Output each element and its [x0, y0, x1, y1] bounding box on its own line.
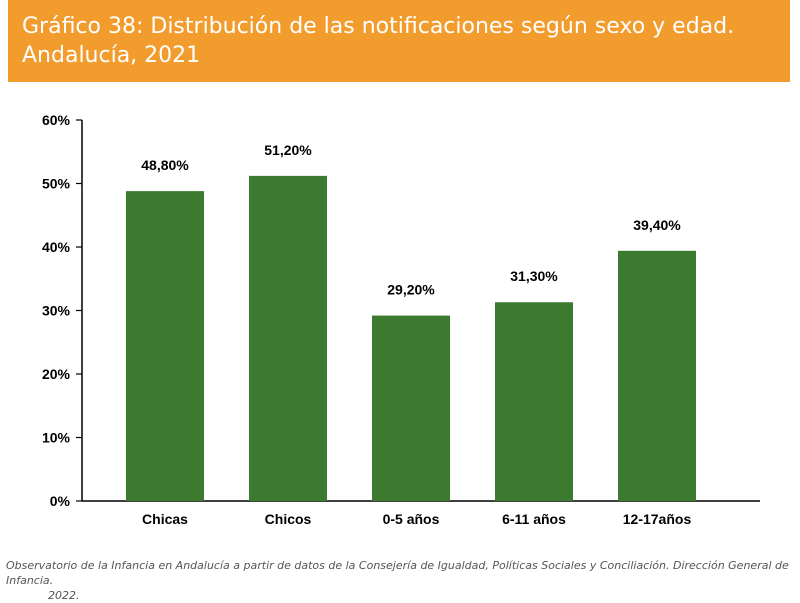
y-tick-label: 10% [42, 430, 71, 446]
x-tick-label: 12-17años [623, 511, 692, 527]
source-line-2: 2022. [48, 589, 80, 602]
x-tick-label: Chicas [142, 511, 188, 527]
source-note: Observatorio de la Infancia en Andalucía… [6, 558, 796, 603]
bar [372, 315, 450, 501]
data-label: 29,20% [387, 282, 435, 298]
bar-chart: 0% 10% 20% 30% 40% 50% 60% 48,80% Chicas 51,20% Ch… [42, 112, 760, 527]
y-tick-label: 50% [42, 176, 71, 192]
x-tick-label: 6-11 años [502, 511, 566, 527]
data-label: 48,80% [141, 157, 189, 173]
x-tick-label: 0-5 años [383, 511, 440, 527]
y-tick-label: 40% [42, 239, 71, 255]
bar [126, 191, 204, 501]
y-tick-label: 60% [42, 112, 71, 128]
data-label: 51,20% [264, 142, 312, 158]
source-line-1: Observatorio de la Infancia en Andalucía… [6, 559, 789, 587]
bar [618, 250, 696, 501]
bar [249, 175, 327, 501]
chart-area: 0% 10% 20% 30% 40% 50% 60% 48,80% Chicas 51,20% Ch… [0, 82, 800, 542]
y-tick-label: 20% [42, 366, 71, 382]
x-tick-label: Chicos [265, 511, 312, 527]
data-label: 39,40% [633, 217, 681, 233]
chart-title-line-2: Andalucía, 2021 [22, 43, 201, 68]
chart-header: Gráfico 38: Distribución de las notifica… [8, 0, 790, 82]
bar [495, 302, 573, 501]
data-label: 31,30% [510, 268, 558, 284]
y-tick-label: 30% [42, 303, 71, 319]
y-tick-label: 0% [50, 493, 71, 509]
chart-title-line-1: Gráfico 38: Distribución de las notifica… [22, 14, 735, 39]
